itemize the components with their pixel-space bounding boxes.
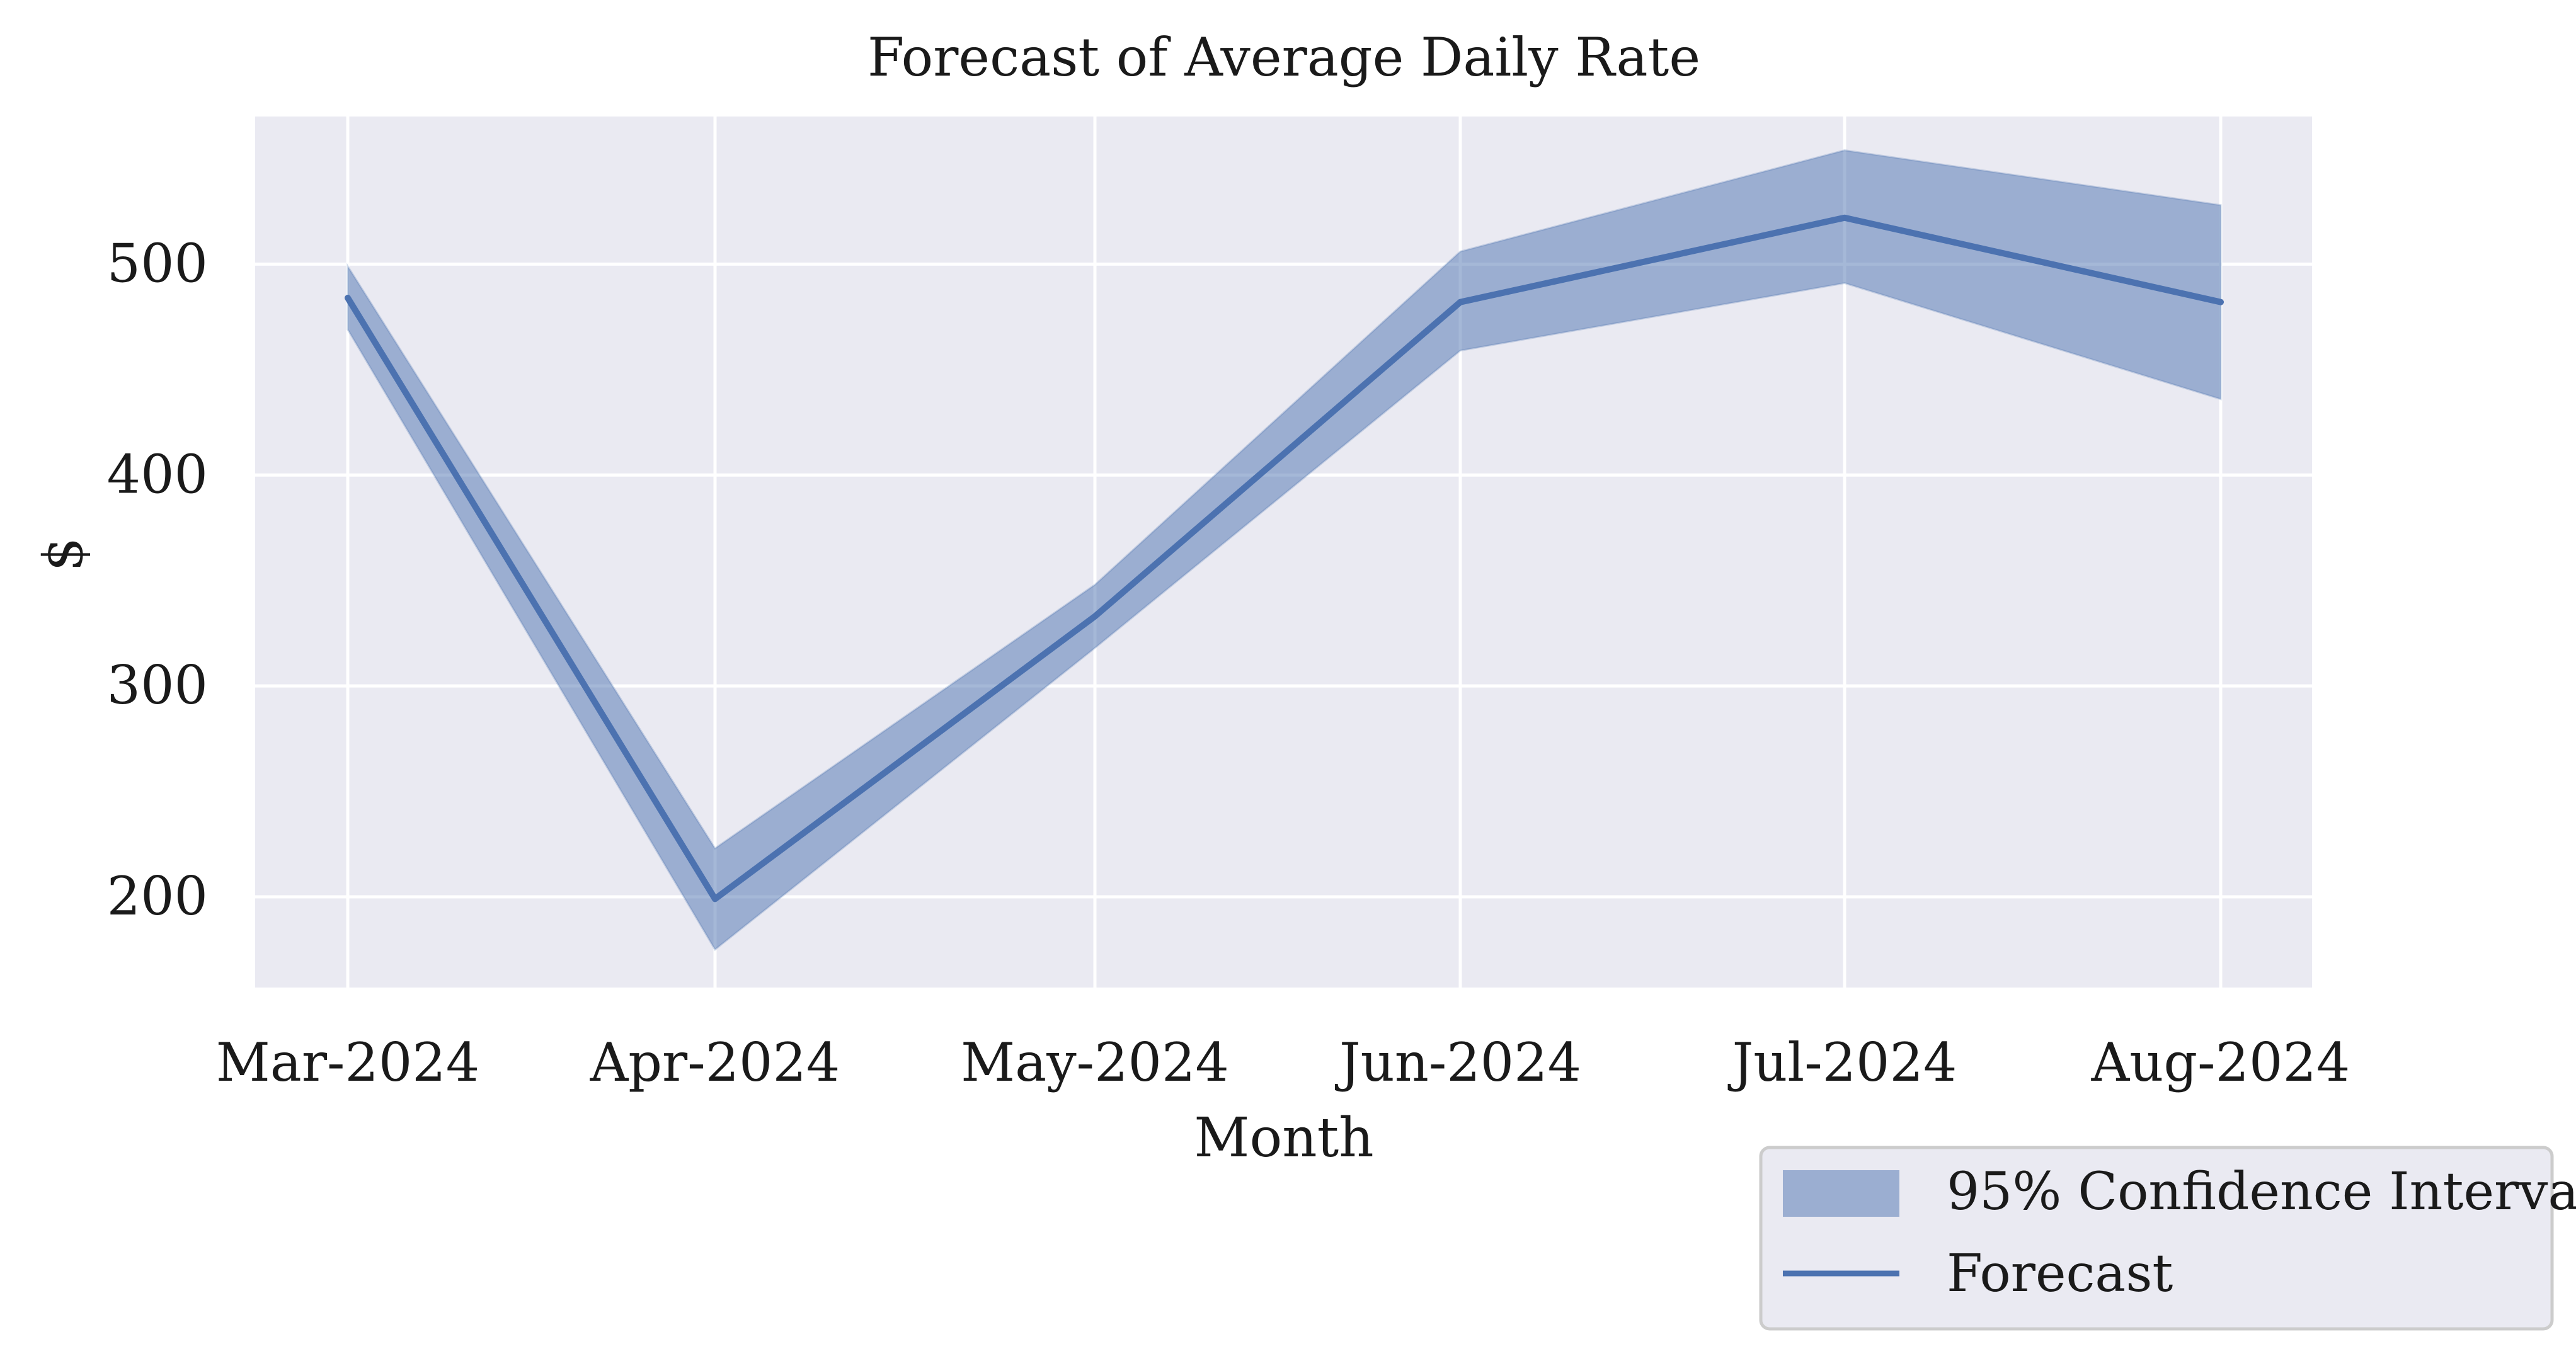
forecast-point — [1844, 217, 1845, 219]
legend-label-confidence-interval: 95% Confidence Interval — [1947, 1162, 2576, 1222]
forecast-line-layer — [345, 214, 2224, 903]
legend-box — [1759, 1146, 2554, 1331]
forecast-point — [1460, 302, 1461, 303]
y-tick-label: 500 — [107, 232, 208, 294]
y-tick-label: 300 — [107, 654, 208, 716]
x-tick-label: Apr-2024 — [590, 1032, 840, 1093]
forecast-point — [2220, 302, 2221, 303]
confidence-band-layer — [346, 149, 2222, 951]
x-tick-label: Jun-2024 — [1334, 1032, 1581, 1093]
y-axis-label: $ — [32, 537, 95, 572]
forecast-point — [347, 297, 348, 299]
x-tick-labels: Mar-2024 Apr-2024 May-2024 Jun-2024 Jul-2024… — [216, 1032, 2350, 1093]
forecast-point — [714, 898, 716, 899]
x-tick-label: Aug-2024 — [2091, 1032, 2350, 1093]
confidence-band — [346, 149, 2222, 951]
y-tick-label: 400 — [107, 443, 208, 505]
chart-title: Forecast of Average Daily Rate — [867, 26, 1700, 88]
y-tick-label: 200 — [107, 865, 208, 927]
legend: 95% Confidence Interval Forecast — [1759, 1146, 2576, 1331]
legend-label-forecast: Forecast — [1947, 1244, 2173, 1304]
x-tick-label: May-2024 — [961, 1032, 1229, 1093]
x-tick-label: Jul-2024 — [1727, 1032, 1957, 1093]
legend-swatch-confidence-interval — [1783, 1170, 1899, 1217]
x-axis-label: Month — [1194, 1107, 1373, 1170]
x-tick-label: Mar-2024 — [216, 1032, 479, 1093]
y-tick-labels: 200 300 400 500 — [107, 232, 208, 927]
forecast-line — [345, 214, 2224, 903]
forecast-point — [1094, 616, 1096, 617]
